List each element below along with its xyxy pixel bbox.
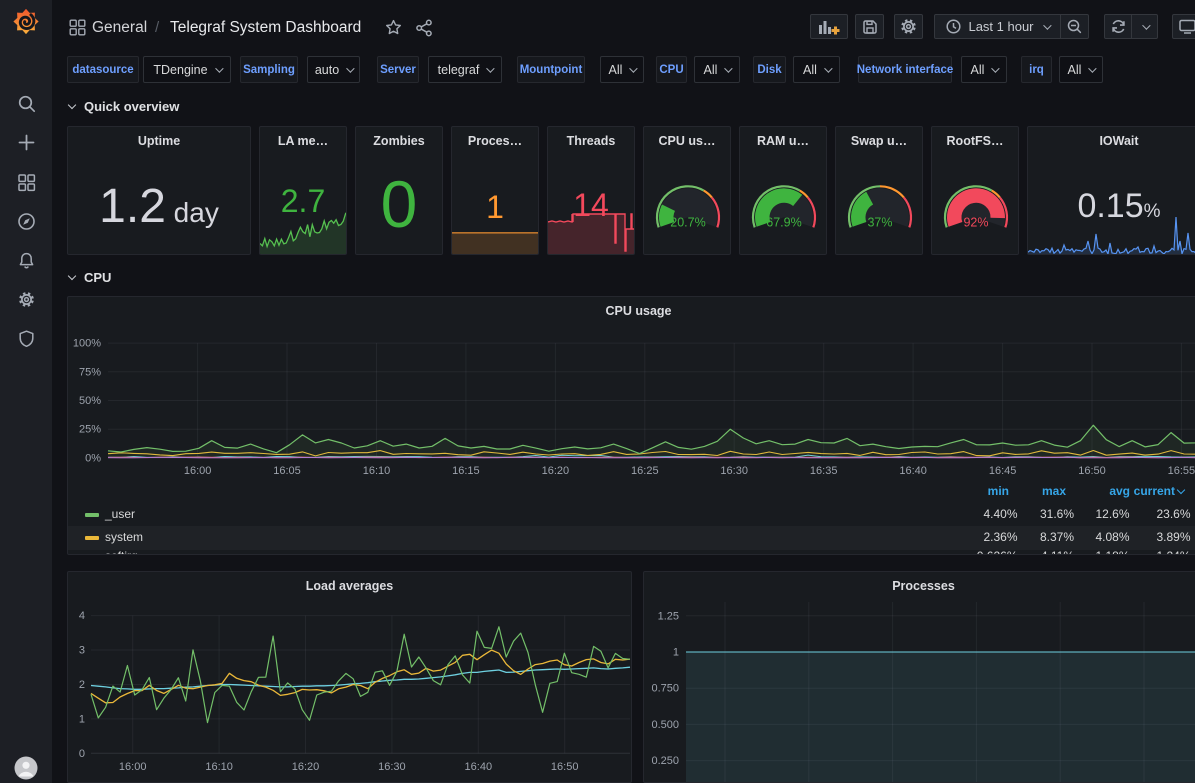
svg-text:16:35: 16:35 xyxy=(810,465,838,477)
svg-text:16:10: 16:10 xyxy=(205,761,233,773)
svg-text:16:15: 16:15 xyxy=(452,465,480,477)
svg-text:0.750: 0.750 xyxy=(651,683,679,695)
svg-text:1: 1 xyxy=(673,647,679,659)
svg-text:16:45: 16:45 xyxy=(989,465,1017,477)
svg-text:16:50: 16:50 xyxy=(1078,465,1106,477)
svg-text:16:00: 16:00 xyxy=(119,761,147,773)
svg-text:100%: 100% xyxy=(73,338,101,350)
svg-text:3: 3 xyxy=(79,645,85,657)
svg-text:4: 4 xyxy=(79,610,85,622)
svg-text:1: 1 xyxy=(79,713,85,725)
svg-text:20.7%: 20.7% xyxy=(670,216,705,230)
svg-text:92%: 92% xyxy=(963,216,988,230)
svg-text:16:10: 16:10 xyxy=(363,465,391,477)
svg-text:16:05: 16:05 xyxy=(273,465,301,477)
svg-text:16:40: 16:40 xyxy=(465,761,493,773)
svg-text:16:20: 16:20 xyxy=(542,465,570,477)
svg-text:16:50: 16:50 xyxy=(551,761,579,773)
svg-text:0.250: 0.250 xyxy=(651,755,679,767)
svg-text:16:30: 16:30 xyxy=(378,761,406,773)
svg-text:0: 0 xyxy=(79,748,85,760)
svg-text:25%: 25% xyxy=(79,424,101,436)
svg-text:0%: 0% xyxy=(85,452,101,464)
svg-text:16:30: 16:30 xyxy=(720,465,748,477)
svg-text:16:20: 16:20 xyxy=(292,761,320,773)
svg-text:16:55: 16:55 xyxy=(1168,465,1195,477)
svg-text:37%: 37% xyxy=(867,216,892,230)
svg-text:50%: 50% xyxy=(79,395,101,407)
svg-text:75%: 75% xyxy=(79,366,101,378)
svg-text:16:00: 16:00 xyxy=(184,465,212,477)
svg-text:16:40: 16:40 xyxy=(899,465,927,477)
svg-text:67.9%: 67.9% xyxy=(766,216,801,230)
svg-text:2: 2 xyxy=(79,679,85,691)
svg-text:1.25: 1.25 xyxy=(658,610,679,622)
svg-text:16:25: 16:25 xyxy=(631,465,659,477)
svg-text:0.500: 0.500 xyxy=(651,719,679,731)
